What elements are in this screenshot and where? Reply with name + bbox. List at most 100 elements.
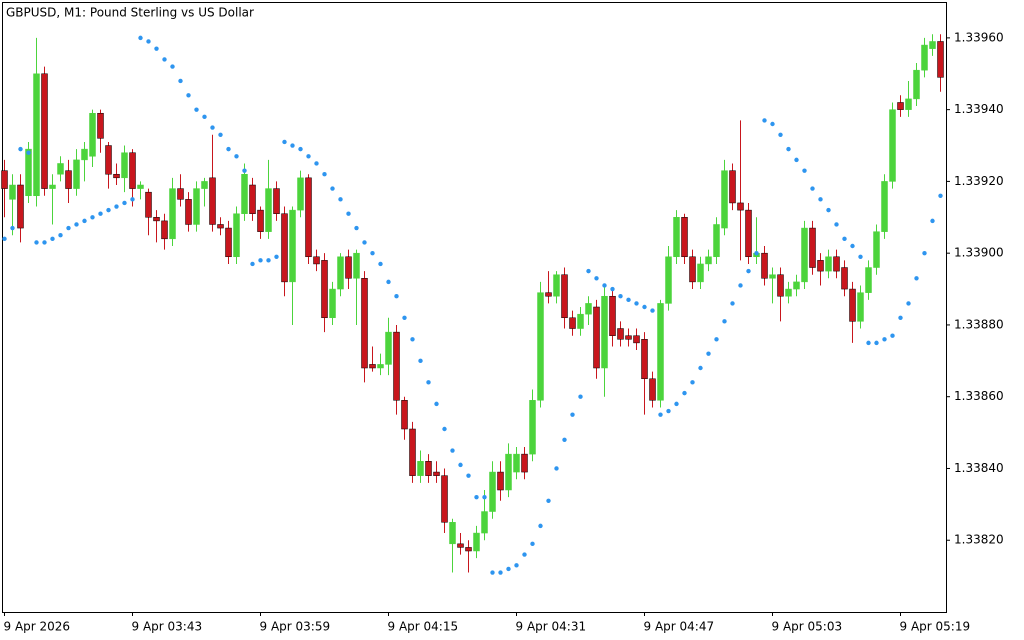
- candle-body: [161, 220, 168, 240]
- candle-body: [593, 306, 600, 369]
- y-tick-label: 1.33960: [954, 30, 1004, 44]
- y-tick-label: 1.33900: [954, 246, 1004, 260]
- sar-dot: [370, 250, 375, 256]
- candle-body: [841, 267, 848, 290]
- candle-body: [673, 217, 680, 258]
- sar-dot: [250, 261, 255, 267]
- sar-dot: [258, 258, 263, 263]
- sar-dot: [834, 222, 839, 227]
- candle-body: [401, 400, 408, 430]
- candle-body: [689, 256, 696, 283]
- sar-dot: [578, 394, 583, 399]
- sar-dot: [530, 541, 535, 547]
- candle-body: [129, 152, 136, 189]
- candle-body: [889, 109, 896, 182]
- candle-body: [929, 41, 936, 49]
- candle-body: [761, 252, 768, 279]
- sar-dot: [314, 161, 319, 166]
- sar-dot: [826, 207, 831, 213]
- sar-dot: [266, 258, 271, 263]
- sar-dot: [154, 46, 159, 51]
- sar-dot: [602, 283, 607, 288]
- sar-dot: [898, 315, 903, 320]
- sar-dot: [58, 233, 63, 238]
- candle-body: [369, 364, 376, 369]
- sar-dot: [666, 408, 671, 414]
- sar-dot: [818, 197, 823, 202]
- sar-dot: [642, 304, 647, 310]
- sar-dot: [122, 200, 127, 206]
- sar-dot: [570, 412, 575, 417]
- candle-body: [833, 256, 840, 272]
- sar-dot: [594, 276, 599, 281]
- sar-dot: [74, 222, 79, 227]
- y-tick-label: 1.33860: [954, 389, 1004, 403]
- sar-dot: [306, 154, 311, 159]
- sar-dot: [762, 118, 767, 123]
- candle-body: [353, 252, 360, 279]
- candle-body: [433, 471, 440, 476]
- sar-dot: [162, 57, 167, 62]
- candle-body: [57, 163, 64, 175]
- candle-body: [393, 331, 400, 401]
- candle-body: [529, 400, 536, 455]
- sar-dot: [714, 337, 719, 342]
- candle-body: [497, 471, 504, 491]
- sar-dot: [282, 139, 287, 145]
- sar-dot: [130, 197, 135, 202]
- candle-body: [921, 44, 928, 71]
- sar-dot: [410, 337, 415, 342]
- sar-dot: [850, 243, 855, 249]
- candle-body: [241, 173, 248, 214]
- candle-body: [793, 281, 800, 290]
- candle-body: [601, 295, 608, 369]
- candle-body: [73, 159, 80, 189]
- candle-body: [897, 102, 904, 110]
- candle-body: [209, 177, 216, 225]
- sar-dot: [746, 268, 751, 274]
- sar-dot: [490, 570, 495, 575]
- candle-body: [1, 170, 8, 189]
- candle-body: [65, 170, 72, 189]
- candle-body: [265, 188, 272, 232]
- sar-dot: [562, 437, 567, 442]
- candle-body: [137, 184, 144, 189]
- candle-body: [545, 292, 552, 297]
- candle-body: [281, 213, 288, 283]
- sar-dot: [890, 333, 895, 338]
- sar-dot: [554, 466, 559, 471]
- candle-body: [585, 303, 592, 315]
- candle-body: [505, 453, 512, 491]
- sar-dot: [170, 64, 175, 69]
- sar-dot: [930, 218, 935, 224]
- sar-dot: [610, 286, 615, 292]
- candle-body: [905, 98, 912, 110]
- candle-body: [193, 188, 200, 225]
- candle-body: [9, 184, 16, 200]
- candle-body: [513, 453, 520, 473]
- candle-body: [913, 69, 920, 100]
- candle-body: [481, 511, 488, 534]
- sar-dot: [234, 154, 239, 159]
- candle-body: [625, 335, 632, 340]
- candle-body: [617, 328, 624, 340]
- candle-body: [289, 209, 296, 283]
- sar-dot: [658, 412, 663, 417]
- candle-body: [465, 547, 472, 552]
- sar-dot: [874, 340, 879, 346]
- sar-dot: [386, 279, 391, 285]
- candle-body: [777, 274, 784, 297]
- candle-body: [169, 188, 176, 240]
- sar-dot: [18, 146, 23, 152]
- sar-dot: [354, 225, 359, 231]
- sar-dot: [482, 494, 487, 500]
- candle-body: [185, 199, 192, 225]
- x-tick-label: 9 Apr 04:31: [516, 620, 587, 634]
- y-tick-label: 1.33840: [954, 461, 1004, 475]
- sar-dot: [914, 276, 919, 281]
- sar-dot: [10, 225, 15, 231]
- sar-dot: [794, 157, 799, 163]
- sar-dot: [442, 426, 447, 432]
- candle-body: [25, 148, 32, 197]
- candle-body: [553, 274, 560, 297]
